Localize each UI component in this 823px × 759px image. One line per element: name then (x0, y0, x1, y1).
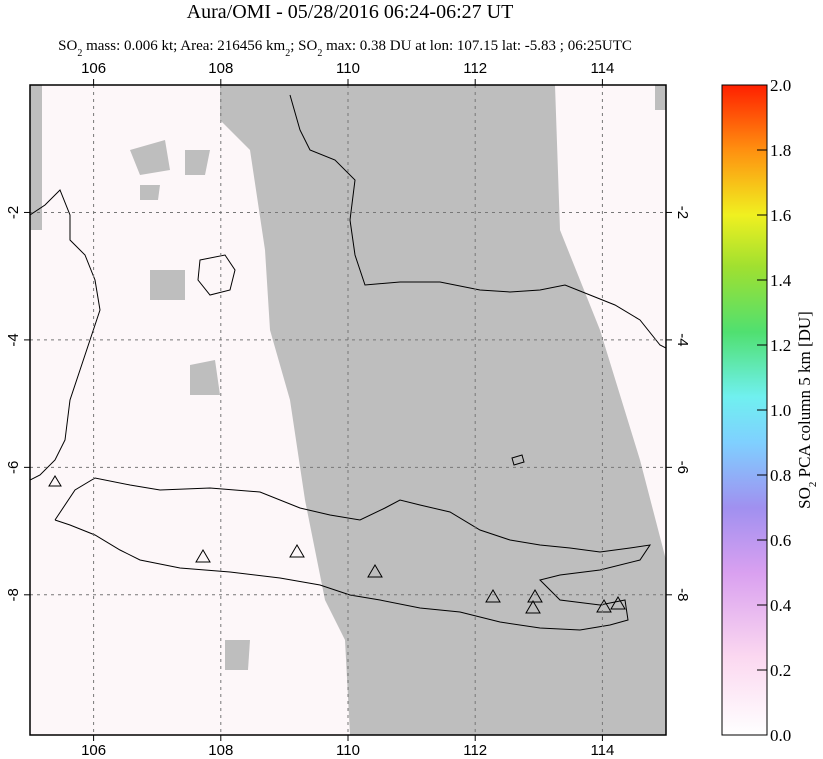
y-tick-label: -4 (674, 333, 691, 346)
x-tick-label: 108 (208, 60, 233, 77)
colorbar-tick-label: 0.6 (770, 531, 791, 550)
subtitle-part: SO (58, 38, 77, 54)
colorbar-tick-label: 1.0 (770, 401, 791, 420)
subtitle-part: 2 (77, 48, 82, 59)
y-tick-label: -2 (5, 206, 22, 219)
x-tick-label: 108 (208, 742, 233, 759)
colorbar-tick-label: 0.8 (770, 466, 791, 485)
y-tick-label: -6 (5, 461, 22, 474)
title: Aura/OMI - 05/28/2016 06:24-06:27 UT (187, 1, 514, 23)
y-tick-label: -4 (5, 333, 22, 346)
subtitle-part: ; SO (290, 38, 317, 54)
colorbar-tick-label: 2.0 (770, 76, 791, 95)
colorbar-tick-label: 1.6 (770, 206, 791, 225)
colorbar-label: SO2 PCA column 5 km [DU] (795, 311, 819, 509)
colorbar-label-part: 2 (807, 482, 819, 488)
colorbar-tick-label: 1.2 (770, 336, 791, 355)
x-tick-label: 106 (81, 60, 106, 77)
y-tick-label: -8 (5, 588, 22, 601)
colorbar-tick-label: 0.2 (770, 661, 791, 680)
colorbar-tick-label: 0.4 (770, 596, 792, 615)
colorbar-label-part: PCA column 5 km [DU] (795, 311, 814, 481)
subtitle-part: 2 (285, 48, 290, 59)
subtitle-part: max: 0.38 DU at lon: 107.15 lat: -5.83 ;… (322, 38, 632, 54)
volcano (48, 475, 626, 614)
x-tick-label: 114 (590, 60, 614, 77)
x-tick-label: 110 (336, 742, 360, 759)
no-data (30, 85, 666, 735)
y-tick-label: -6 (674, 461, 691, 474)
colorbar-tick-label: 1.4 (770, 271, 792, 290)
colorbar-tick-label: 0.0 (770, 726, 791, 745)
subtitle-part: 2 (317, 48, 322, 59)
x-tick-label: 112 (463, 742, 487, 759)
coastline (30, 94, 666, 631)
x-tick-label: 114 (590, 742, 614, 759)
subtitle-part: mass: 0.006 kt; Area: 216456 km (82, 38, 285, 54)
x-tick-label: 106 (81, 742, 106, 759)
colorbar-tick-label: 1.8 (770, 141, 791, 160)
y-tick-label: -2 (674, 206, 691, 219)
x-tick-label: 112 (463, 60, 487, 77)
y-tick-label: -8 (674, 588, 691, 601)
x-tick-label: 110 (336, 60, 360, 77)
colorbar-label-part: SO (795, 487, 814, 509)
subtitle: SO2 mass: 0.006 kt; Area: 216456 km2; SO… (58, 38, 632, 59)
map-body (30, 85, 666, 735)
